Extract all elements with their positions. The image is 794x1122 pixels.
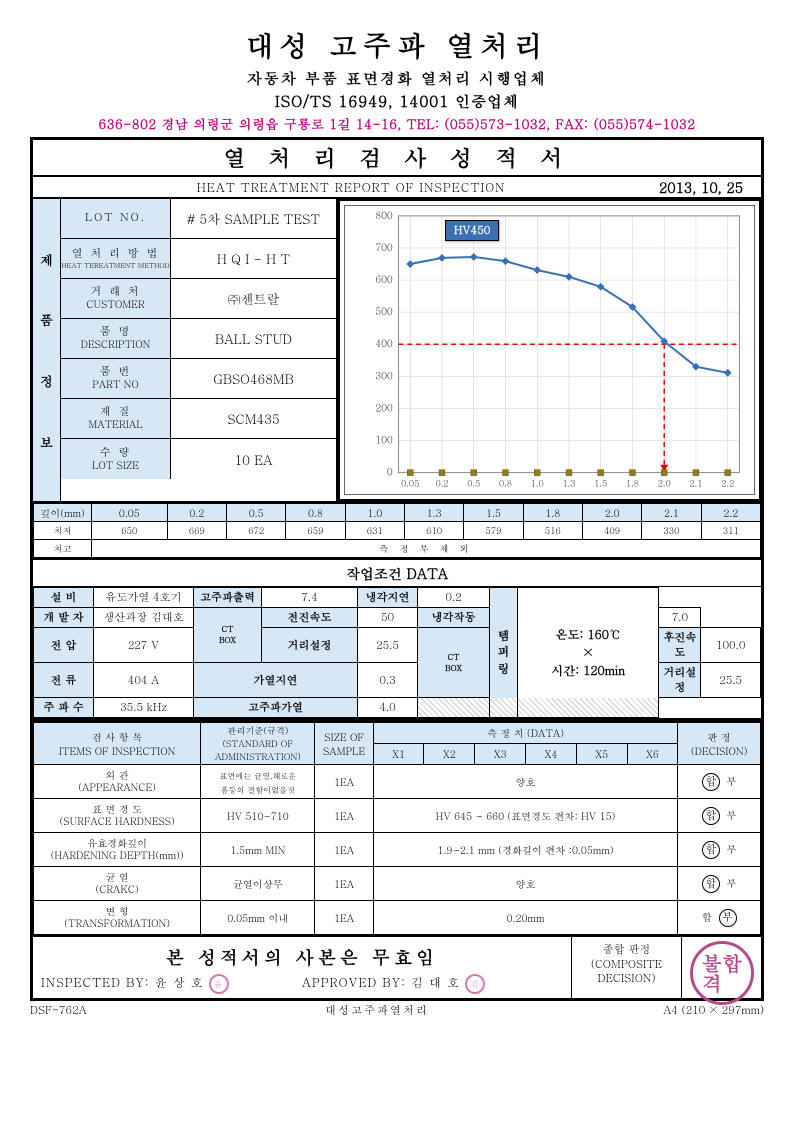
condition-block: 작업조건 DATA 설 비유도가열 4호기고주파출력7.4냉각지연0.2템퍼링온… — [33, 560, 761, 720]
info-table: LOT NO.# 5차 SAMPLE TEST열 처 리 방 법HEAT TER… — [61, 199, 336, 501]
address-line: 636-802 경남 의령군 의령읍 구룡로 1길 14-16, TEL: (0… — [30, 114, 764, 133]
svg-text:1.5: 1.5 — [594, 477, 607, 489]
report-title-en: HEAT TREATMENT REPORT OF INSPECTION — [61, 179, 641, 196]
letterhead: 대성 고주파 열처리 자동차 부품 표면경화 열처리 시행업체 ISO/TS 1… — [30, 24, 764, 133]
report-frame: 열 처 리 검 사 성 적 서 HEAT TREATMENT REPORT OF… — [30, 137, 764, 1001]
condition-table: 설 비유도가열 4호기고주파출력7.4냉각지연0.2템퍼링온도: 160℃×시간… — [33, 587, 761, 718]
svg-text:0.05: 0.05 — [401, 477, 419, 489]
svg-text:1.8: 1.8 — [626, 477, 639, 489]
signature-row: INSPECTED BY: 윤 상 호 윤 APPROVED BY: 김 대 호… — [33, 972, 571, 998]
svg-text:0.2: 0.2 — [435, 477, 448, 489]
svg-text:700: 700 — [375, 240, 393, 254]
svg-text:1.0: 1.0 — [531, 477, 544, 489]
sub2: ISO/TS 16949, 14001 인증업체 — [30, 91, 764, 112]
svg-text:0.8: 0.8 — [499, 477, 512, 489]
company-name: 대성 고주파 열처리 — [30, 24, 764, 64]
svg-text:2.0: 2.0 — [658, 477, 671, 489]
report-title: 열 처 리 검 사 성 적 서 — [41, 142, 753, 173]
inspection-block: 검 사 항 목ITEMS OF INSPECTION관리기준(규격)(STAND… — [33, 720, 761, 935]
footer-company: 대성고주파열처리 — [130, 1003, 624, 1018]
footer-row: 본 성적서의 사본은 무효임 INSPECTED BY: 윤 상 호 윤 APP… — [33, 935, 761, 998]
sub1: 자동차 부품 표면경화 열처리 시행업체 — [30, 68, 764, 89]
page-footer: DSF-762A 대성고주파열처리 A4 (210 × 297mm) — [30, 1001, 764, 1018]
svg-text:100: 100 — [375, 432, 393, 446]
hardness-chart: 0 100 200 300 400 500 600 700 800 0.05 0.2 0.5 0.8 1.… — [345, 206, 754, 494]
condition-title: 작업조건 DATA — [33, 560, 761, 587]
svg-text:600: 600 — [375, 272, 393, 286]
svg-text:800: 800 — [375, 208, 393, 222]
svg-text:300: 300 — [375, 368, 393, 382]
fail-stamp: 불합격 — [690, 941, 754, 1005]
composite-decision-label: 종합 판정(COMPOSITEDECISION) — [571, 937, 681, 998]
approver-stamp: 김 — [465, 974, 485, 994]
depth-table: 깊이(mm)0.050.20.50.81.01.31.51.82.02.12.2… — [33, 503, 761, 558]
chart-panel: 0 100 200 300 400 500 600 700 800 0.05 0.2 0.5 0.8 1.… — [338, 199, 761, 501]
depth-table-wrap: 깊이(mm)0.050.20.50.81.01.31.51.82.02.12.2… — [33, 503, 761, 560]
approved-by: APPROVED BY: 김 대 호 김 — [302, 974, 563, 994]
paper-size: A4 (210 × 297mm) — [624, 1003, 764, 1018]
svg-text:0.5: 0.5 — [467, 477, 480, 489]
svg-text:500: 500 — [375, 304, 393, 318]
report-date: 2013, 10, 25 — [641, 177, 761, 197]
svg-text:1.3: 1.3 — [562, 477, 575, 489]
inspected-by: INSPECTED BY: 윤 상 호 윤 — [41, 974, 302, 994]
inspection-table: 검 사 항 목ITEMS OF INSPECTION관리기준(규격)(STAND… — [33, 722, 761, 935]
svg-text:0: 0 — [387, 465, 393, 479]
subtitle-row: HEAT TREATMENT REPORT OF INSPECTION 2013… — [33, 177, 761, 199]
inspector-stamp: 윤 — [209, 974, 229, 994]
vertical-label: 제품정보 — [33, 199, 61, 501]
result-stamp-area: 불합격 — [681, 937, 761, 998]
svg-text:2.1: 2.1 — [689, 477, 702, 489]
chart-series-label: HV450 — [445, 220, 499, 241]
product-info: 제품정보 LOT NO.# 5차 SAMPLE TEST열 처 리 방 법HEA… — [33, 199, 338, 501]
svg-text:2.2: 2.2 — [721, 477, 734, 489]
copy-invalid-msg: 본 성적서의 사본은 무효임 — [33, 937, 571, 972]
title-row: 열 처 리 검 사 성 적 서 — [33, 140, 761, 177]
form-code: DSF-762A — [30, 1003, 130, 1018]
svg-text:400: 400 — [375, 336, 393, 350]
svg-text:200: 200 — [375, 400, 393, 414]
